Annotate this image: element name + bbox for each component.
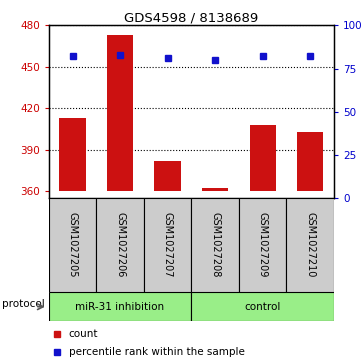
Title: GDS4598 / 8138689: GDS4598 / 8138689: [124, 11, 258, 24]
Text: percentile rank within the sample: percentile rank within the sample: [69, 347, 244, 357]
FancyBboxPatch shape: [49, 292, 191, 321]
FancyBboxPatch shape: [96, 198, 144, 292]
Text: count: count: [69, 329, 98, 339]
FancyBboxPatch shape: [191, 198, 239, 292]
Text: GSM1027205: GSM1027205: [68, 212, 78, 278]
Text: GSM1027207: GSM1027207: [162, 212, 173, 278]
Bar: [249, 125, 276, 191]
Bar: [155, 160, 180, 191]
Text: GSM1027209: GSM1027209: [258, 212, 268, 278]
Bar: [60, 118, 86, 191]
FancyBboxPatch shape: [239, 198, 286, 292]
Text: miR-31 inhibition: miR-31 inhibition: [75, 302, 165, 312]
Text: protocol: protocol: [3, 299, 45, 309]
Bar: [107, 35, 133, 191]
Bar: [297, 132, 323, 191]
Text: GSM1027208: GSM1027208: [210, 212, 220, 278]
FancyBboxPatch shape: [49, 198, 96, 292]
FancyBboxPatch shape: [286, 198, 334, 292]
Bar: [202, 188, 228, 191]
Text: GSM1027206: GSM1027206: [115, 212, 125, 278]
Text: control: control: [244, 302, 281, 312]
FancyBboxPatch shape: [144, 198, 191, 292]
Text: GSM1027210: GSM1027210: [305, 212, 315, 278]
FancyBboxPatch shape: [191, 292, 334, 321]
